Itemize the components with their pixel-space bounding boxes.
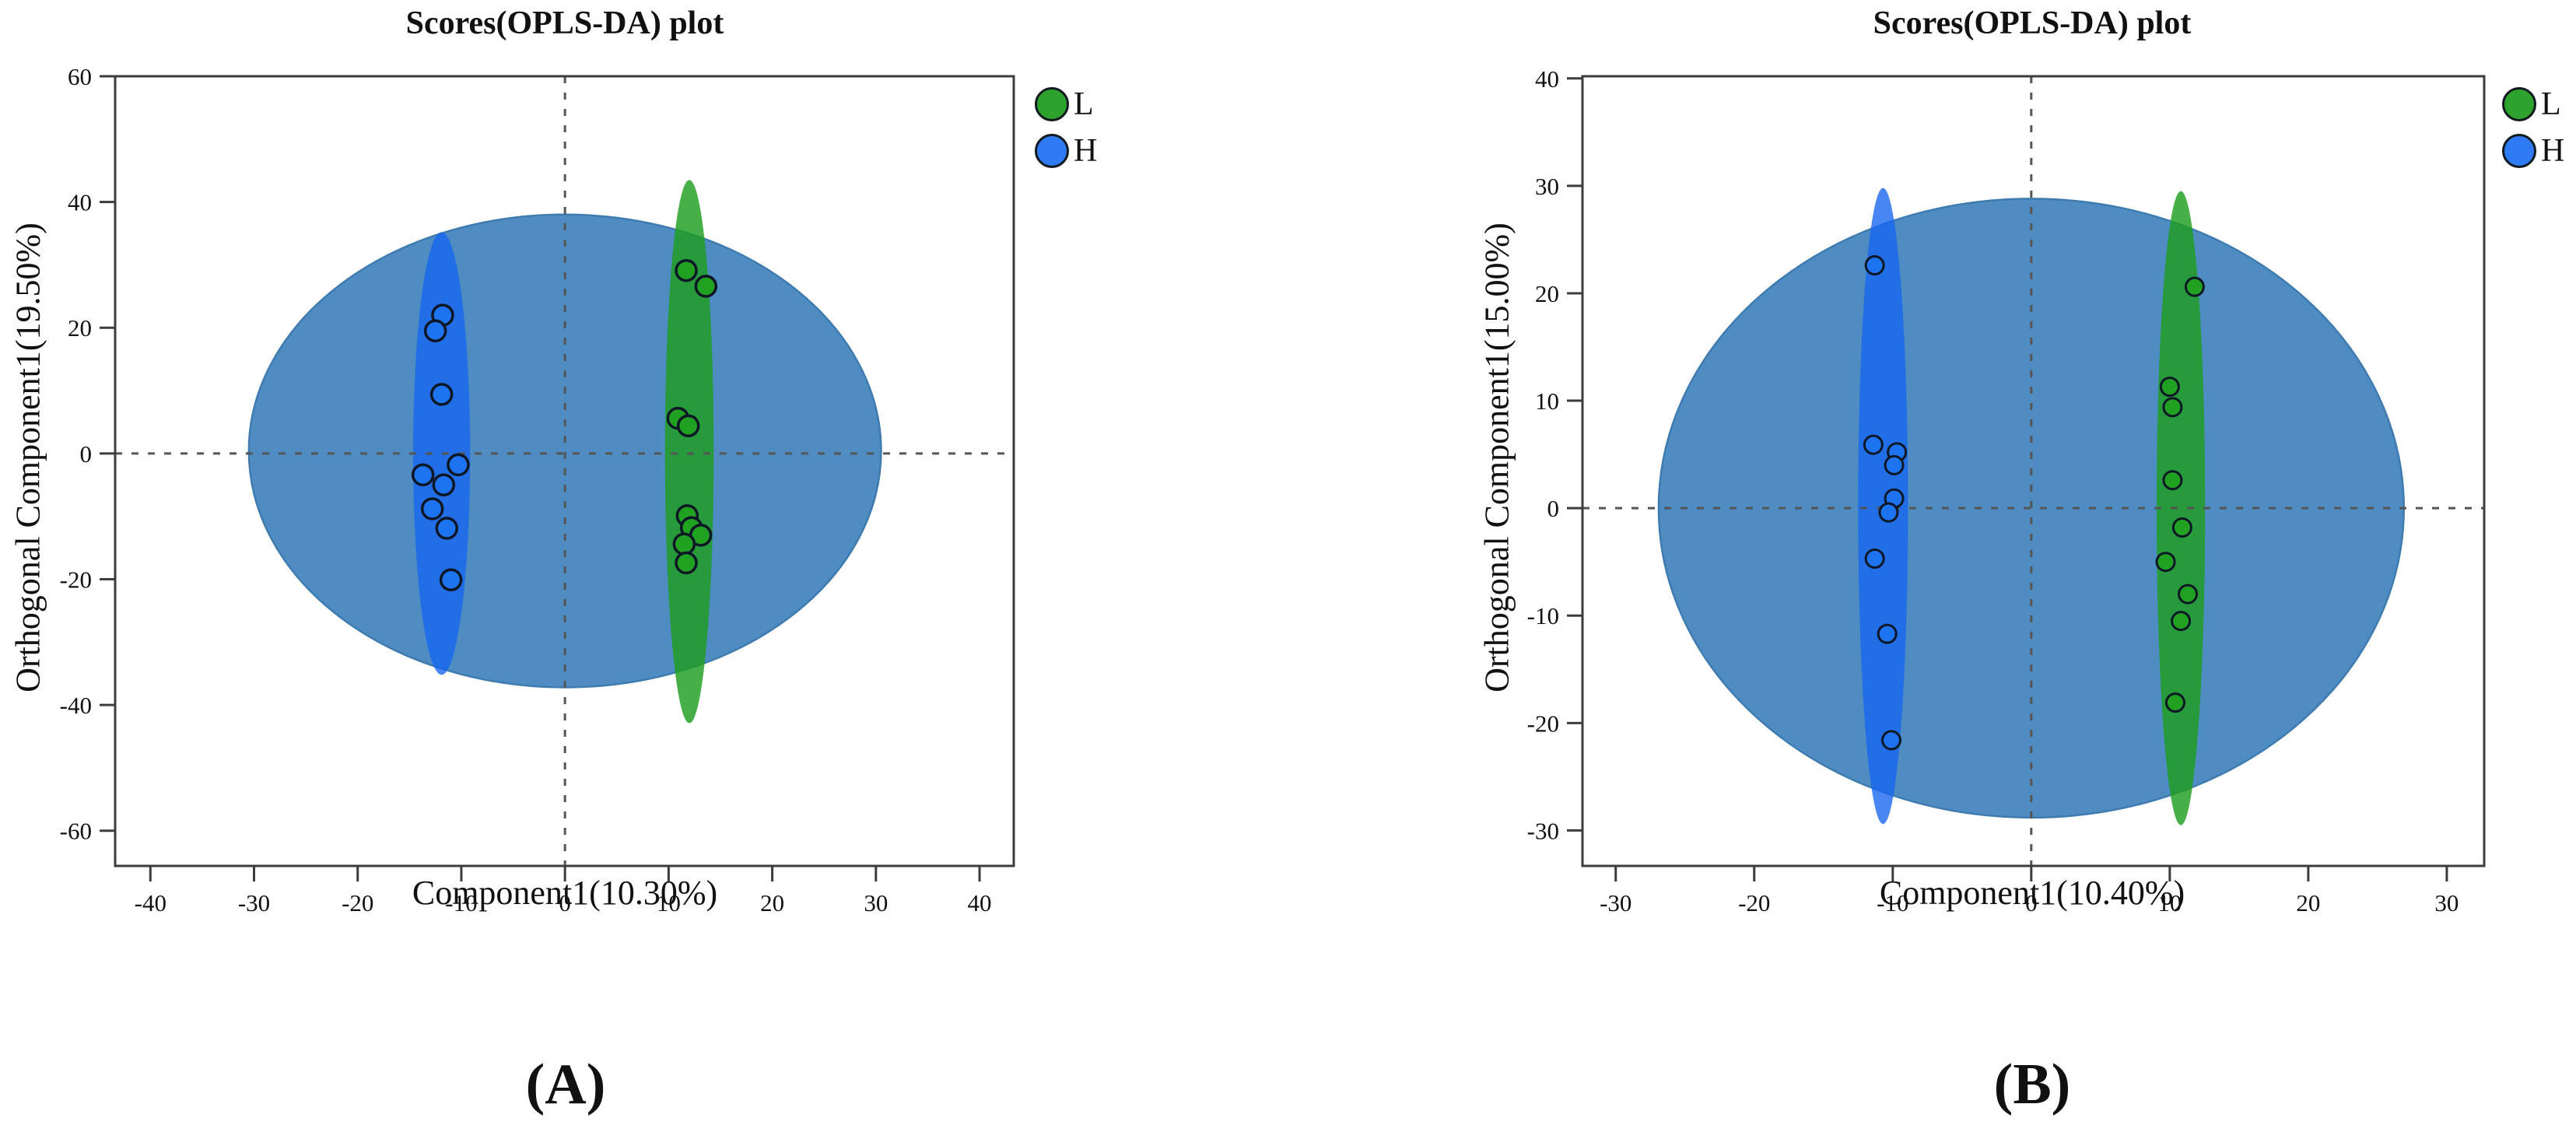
plot-b-legend: L H — [2502, 87, 2564, 168]
data-point-H — [429, 383, 454, 406]
legend-swatch-H-icon — [2502, 134, 2536, 168]
x-tick-label: -30 — [1600, 889, 1631, 916]
data-point-L — [694, 275, 718, 298]
ellipse-group-L — [2156, 191, 2206, 825]
x-tick-label: 0 — [2025, 889, 2038, 916]
data-point-H — [432, 473, 456, 497]
data-point-L — [2184, 276, 2205, 297]
legend-label-H: H — [2541, 133, 2565, 169]
data-point-L — [2164, 692, 2185, 713]
y-tick-label: 10 — [1535, 387, 1559, 415]
y-tick-label: 40 — [68, 189, 92, 216]
y-tick-label: 0 — [1547, 495, 1560, 522]
legend-swatch-L-icon — [1035, 87, 1069, 121]
x-tick-label: 30 — [864, 889, 888, 916]
data-point-H — [1878, 502, 1899, 523]
legend-item-H: H — [2502, 134, 2564, 168]
data-point-H — [439, 568, 463, 592]
plot-b-title: Scores(OPLS-DA) plot — [1873, 5, 2192, 41]
x-tick-label: -20 — [342, 889, 373, 916]
x-tick-label: 10 — [2157, 889, 2182, 916]
x-tick-label: 30 — [2434, 889, 2459, 916]
plot-a-title: Scores(OPLS-DA) plot — [405, 5, 724, 41]
y-tick-label: -20 — [1527, 710, 1559, 737]
data-point-H — [435, 517, 459, 540]
y-tick-label: 0 — [80, 440, 93, 468]
y-tick-label: 60 — [68, 63, 92, 90]
y-tick-label: 20 — [68, 314, 92, 342]
x-tick-label: -30 — [238, 889, 270, 916]
data-point-L — [2178, 584, 2199, 605]
data-point-L — [2162, 470, 2183, 491]
data-point-L — [2155, 552, 2176, 573]
x-tick-label: -40 — [135, 889, 166, 916]
legend-label-L: L — [1074, 86, 1094, 122]
y-tick-label: -10 — [1527, 602, 1559, 629]
data-point-H — [411, 463, 435, 487]
data-point-L — [672, 532, 696, 555]
data-point-L — [2171, 517, 2192, 538]
data-point-H — [1877, 623, 1898, 644]
plot-b-y-axis-label: Orthogonal Component1(15.00%) — [1477, 223, 1516, 692]
x-tick-label: 20 — [760, 889, 784, 916]
legend-swatch-H-icon — [1035, 134, 1069, 168]
legend-swatch-L-icon — [2502, 87, 2536, 121]
panel-label-b: (B) — [1993, 1053, 2071, 1116]
x-tick-label: 0 — [559, 889, 571, 916]
x-tick-label: -10 — [1877, 889, 1908, 916]
legend-label-L: L — [2541, 86, 2561, 122]
data-point-L — [2171, 611, 2192, 632]
plot-b-x-axis-label: Component1(10.40%) — [1879, 874, 2185, 912]
data-point-H — [423, 319, 447, 343]
legend-item-H: H — [1035, 134, 1097, 168]
data-point-H — [420, 497, 444, 520]
plot-panel-a: -40 -30 -20 -10 0 10 20 30 40 -60 -40 -20 0 20 40 60 — [60, 63, 1015, 916]
data-point-H — [1864, 255, 1885, 276]
ellipse-group-H — [413, 232, 471, 675]
x-tick-label: -20 — [1738, 889, 1770, 916]
plot-a-x-axis-label: Component1(10.30%) — [412, 874, 718, 912]
plot-a-legend: L H — [1035, 87, 1097, 168]
data-point-L — [2159, 377, 2180, 398]
x-tick-label: 40 — [968, 889, 992, 916]
data-point-H — [1884, 454, 1905, 475]
y-tick-label: 30 — [1535, 173, 1559, 200]
legend-label-H: H — [1074, 133, 1098, 169]
x-tick-label: 10 — [657, 889, 681, 916]
legend-item-L: L — [2502, 87, 2564, 121]
data-point-H — [1864, 548, 1885, 570]
plot-a-y-axis-label: Orthogonal Component1(19.50%) — [9, 223, 47, 692]
y-tick-label: -60 — [60, 818, 92, 845]
y-tick-label: -40 — [60, 692, 92, 719]
x-tick-label: 20 — [2296, 889, 2320, 916]
y-tick-label: -20 — [60, 566, 92, 593]
ellipse-group-L — [664, 180, 714, 724]
data-point-L — [2162, 397, 2183, 418]
data-point-H — [1881, 730, 1902, 751]
data-point-L — [676, 414, 700, 438]
data-point-H — [1863, 434, 1884, 455]
legend-item-L: L — [1035, 87, 1097, 121]
data-point-H — [447, 453, 470, 477]
y-tick-label: 20 — [1535, 280, 1559, 307]
panel-label-a: (A) — [525, 1053, 606, 1116]
plot-panel-b: -30 -20 -10 0 10 20 30 -30 -20 -10 0 10 20 30 40 — [1527, 65, 2486, 916]
y-tick-label: 40 — [1535, 65, 1559, 93]
data-point-L — [675, 258, 698, 282]
plot-frame — [1581, 75, 2486, 867]
data-point-L — [675, 551, 698, 575]
y-tick-label: -30 — [1527, 817, 1559, 844]
x-tick-label: -10 — [445, 889, 477, 916]
